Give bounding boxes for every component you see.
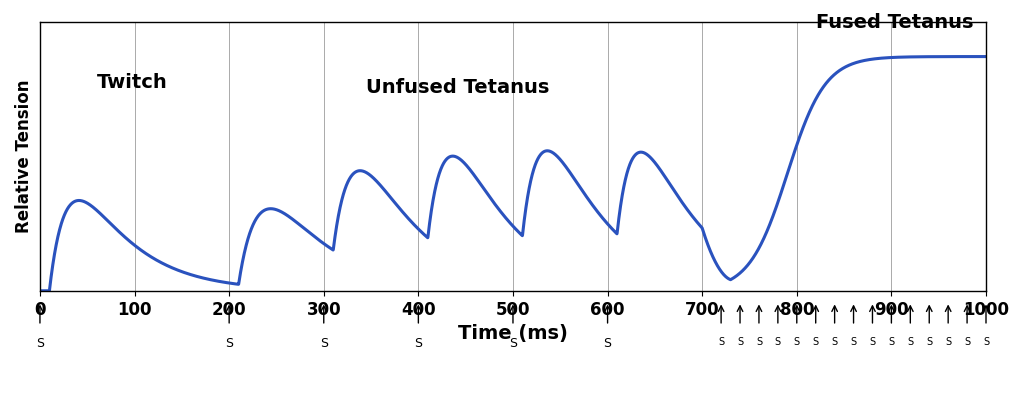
Text: S: S [603, 337, 611, 349]
Text: S: S [718, 337, 724, 347]
Text: S: S [945, 337, 951, 347]
Text: Twitch: Twitch [96, 73, 168, 92]
Text: S: S [415, 337, 422, 349]
Text: S: S [907, 337, 913, 347]
Text: S: S [964, 337, 970, 347]
X-axis label: Time (ms): Time (ms) [458, 324, 568, 343]
Text: S: S [737, 337, 743, 347]
Text: S: S [813, 337, 819, 347]
Text: S: S [983, 337, 989, 347]
Text: Unfused Tetanus: Unfused Tetanus [367, 78, 550, 97]
Text: S: S [756, 337, 762, 347]
Text: S: S [319, 337, 328, 349]
Text: S: S [851, 337, 857, 347]
Text: S: S [889, 337, 894, 347]
Text: S: S [926, 337, 932, 347]
Y-axis label: Relative Tension: Relative Tension [15, 80, 33, 233]
Text: S: S [36, 337, 44, 349]
Text: S: S [831, 337, 838, 347]
Text: S: S [509, 337, 517, 349]
Text: Fused Tetanus: Fused Tetanus [816, 13, 973, 32]
Text: S: S [775, 337, 781, 347]
Text: S: S [869, 337, 876, 347]
Text: S: S [225, 337, 233, 349]
Text: S: S [794, 337, 800, 347]
